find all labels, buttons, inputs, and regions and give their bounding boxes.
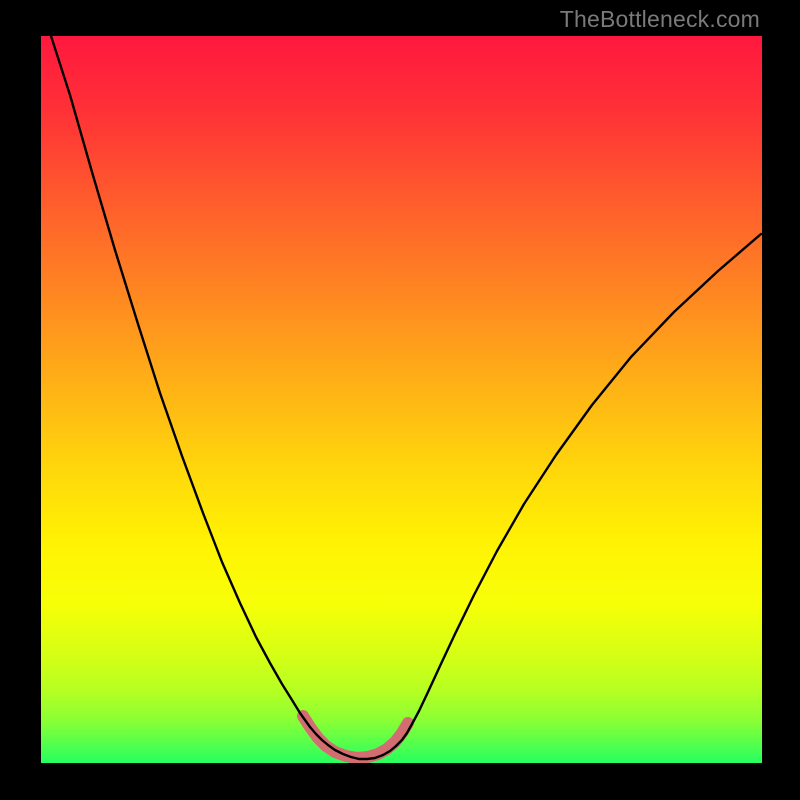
plot-svg xyxy=(41,36,762,763)
chart-frame: TheBottleneck.com xyxy=(0,0,800,800)
plot-area xyxy=(41,36,762,763)
watermark-text: TheBottleneck.com xyxy=(560,6,760,33)
gradient-background xyxy=(41,36,762,763)
